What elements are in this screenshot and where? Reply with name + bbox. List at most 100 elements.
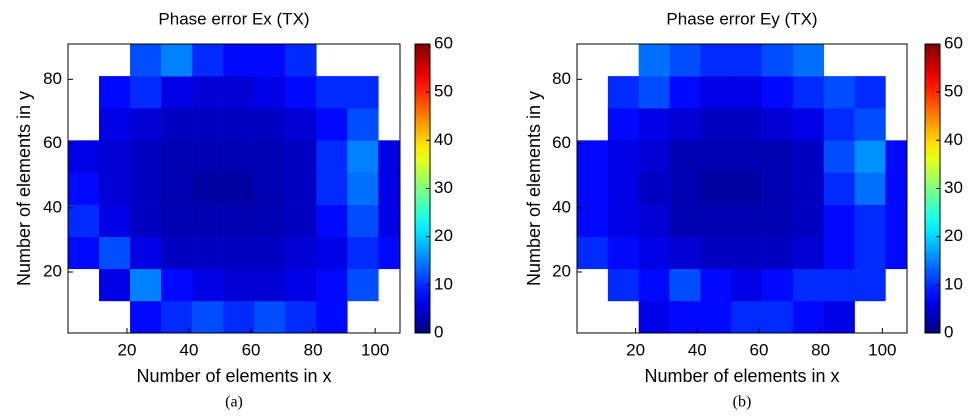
colorbar-tick-label: 30 <box>944 178 963 197</box>
heatmap-cell <box>854 172 886 205</box>
heatmap-cell <box>285 204 317 237</box>
heatmap-cell <box>854 140 886 173</box>
heatmap-cell <box>316 140 348 173</box>
y-tick-label: 40 <box>552 197 571 216</box>
heatmap-cell <box>347 236 379 270</box>
heatmap-cell <box>823 268 855 302</box>
heatmap-cell <box>669 44 701 77</box>
heatmap-cell <box>607 236 639 270</box>
y-tick-label: 60 <box>552 133 571 152</box>
heatmap-cell <box>130 236 162 270</box>
colorbar-tick-label: 50 <box>434 82 453 101</box>
colorbar-tick-label: 60 <box>434 33 453 52</box>
heatmap-cell <box>731 268 763 302</box>
heatmap-cell <box>607 172 639 205</box>
heatmap-cell <box>792 268 825 302</box>
heatmap-cell <box>285 268 317 302</box>
y-tick-label: 80 <box>552 69 571 88</box>
heatmap-cell <box>285 172 317 205</box>
heatmap-cell <box>161 140 193 173</box>
heatmap-cell <box>254 268 286 302</box>
heatmap-cell <box>223 44 255 77</box>
heatmap-cell <box>316 300 348 334</box>
y-tick-label: 20 <box>43 261 62 280</box>
colorbar-tick-label: 40 <box>434 130 453 149</box>
heatmap-cell <box>638 140 670 173</box>
heatmap-cell <box>130 204 162 237</box>
heatmap-cell <box>823 140 855 173</box>
heatmap-cell <box>885 204 908 237</box>
heatmap-cell <box>607 140 639 173</box>
heatmap-cell <box>823 236 855 270</box>
heatmap-cell <box>285 108 317 141</box>
heatmap-cell <box>731 300 763 334</box>
heatmap-cell <box>638 268 670 302</box>
heatmap-cell <box>99 268 131 302</box>
heatmap-cell <box>700 268 732 302</box>
colorbar-tick-label: 30 <box>434 178 453 197</box>
heatmap-cell <box>254 44 286 77</box>
x-tick-label: 60 <box>242 340 261 359</box>
heatmap-cell <box>792 76 825 109</box>
heatmap-cell <box>700 204 732 237</box>
heatmap-cell <box>700 236 732 270</box>
heatmap-cell <box>223 268 255 302</box>
heatmap-cell <box>762 172 794 205</box>
colorbar-tick-label: 10 <box>944 274 963 293</box>
heatmap-cell <box>854 236 886 270</box>
y-axis-label: Number of elements in y <box>14 91 34 286</box>
heatmap-cell <box>192 108 224 141</box>
heatmap-cell <box>99 140 131 173</box>
heatmap-cell <box>254 204 286 237</box>
heatmap-cell <box>192 140 224 173</box>
heatmap-cell <box>669 236 701 270</box>
heatmap-cell <box>285 300 317 334</box>
heatmap-cell <box>792 172 825 205</box>
heatmap-cell <box>638 44 670 77</box>
x-tick-label: 100 <box>361 340 389 359</box>
y-tick-label: 80 <box>43 69 62 88</box>
heatmap-cell <box>577 172 609 205</box>
heatmap-cell <box>762 140 794 173</box>
heatmap-cell <box>68 140 100 173</box>
heatmap-cell <box>192 268 224 302</box>
y-tick-label: 60 <box>43 133 62 152</box>
heatmap-cell <box>316 108 348 141</box>
heatmap-cell <box>285 44 317 77</box>
heatmap-cell <box>700 76 732 109</box>
x-tick-label: 80 <box>811 340 830 359</box>
heatmap-cell <box>762 76 794 109</box>
heatmap-cell <box>823 76 855 109</box>
x-axis-label: Number of elements in x <box>644 366 839 386</box>
heatmap-cell <box>854 108 886 141</box>
colorbar-tick-label: 50 <box>944 82 963 101</box>
heatmap-cell <box>99 236 131 270</box>
heatmap-cell <box>130 76 162 109</box>
y-axis-label: Number of elements in y <box>524 91 544 286</box>
heatmap-cell <box>161 236 193 270</box>
y-tick-label: 20 <box>552 261 571 280</box>
colorbar-tick-label: 10 <box>434 274 453 293</box>
heatmap-cell <box>762 236 794 270</box>
heatmap-cell <box>638 204 670 237</box>
heatmap-cell <box>823 300 855 334</box>
heatmap-cell <box>731 108 763 141</box>
heatmap-cell <box>762 204 794 237</box>
heatmap-cell <box>254 172 286 205</box>
x-tick-label: 20 <box>117 340 136 359</box>
heatmap-cell <box>316 268 348 302</box>
heatmap-cell <box>223 76 255 109</box>
heatmap-cell <box>792 108 825 141</box>
heatmap-cell <box>731 204 763 237</box>
heatmap-cell <box>99 172 131 205</box>
heatmap-cell <box>161 204 193 237</box>
heatmap-cell <box>669 108 701 141</box>
heatmap-cell <box>731 44 763 77</box>
heatmap-cell <box>347 140 379 173</box>
colorbar-tick-label: 0 <box>434 322 443 341</box>
heatmap-cell <box>638 76 670 109</box>
heatmap-cell <box>254 300 286 334</box>
heatmap-cell <box>823 172 855 205</box>
heatmap-cell <box>378 236 401 270</box>
heatmap-cell <box>130 108 162 141</box>
